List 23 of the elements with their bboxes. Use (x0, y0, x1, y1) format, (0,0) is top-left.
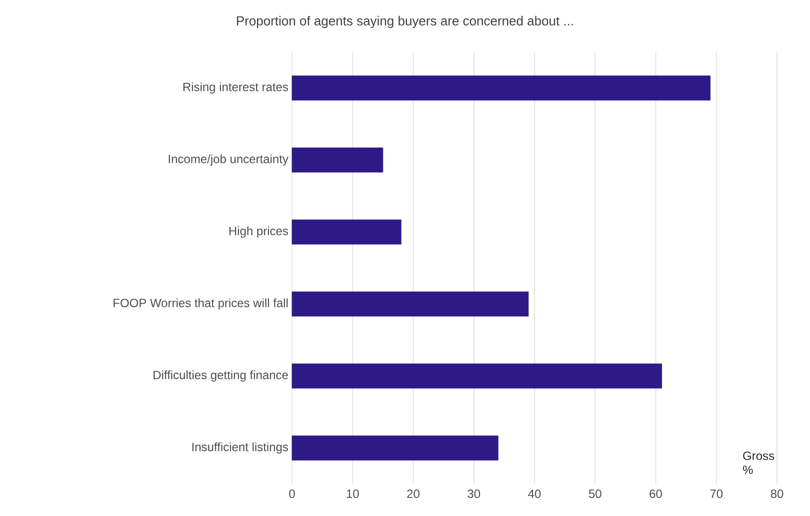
y-tick-label: Insufficient listings (192, 442, 288, 454)
x-tick-label: 0 (289, 490, 295, 498)
y-tick-label: Rising interest rates (183, 82, 288, 94)
bar (292, 76, 711, 100)
bar (292, 292, 529, 316)
x-tick-label: 50 (588, 490, 602, 498)
y-tick-label: Difficulties getting finance (154, 370, 288, 382)
x-axis-title: Gross % (742, 452, 774, 474)
y-tick-label: High prices (229, 226, 288, 238)
x-tick-label: 10 (346, 490, 359, 498)
y-tick-label: Income/job uncertainty (168, 154, 288, 166)
bar (292, 148, 384, 172)
x-tick-label: 80 (770, 490, 784, 498)
y-tick-label: FOOP Worries that prices will fall (114, 298, 288, 310)
bar (292, 436, 498, 460)
x-tick-label: 40 (528, 490, 541, 498)
bar (292, 364, 662, 388)
x-tick-label: 70 (710, 490, 723, 498)
x-tick-label: 30 (468, 490, 480, 498)
chart-title: Proportion of agents saying buyers are concerned about ... (236, 16, 573, 28)
bar (292, 220, 402, 244)
x-tick-label: 20 (407, 490, 420, 498)
x-tick-label: 60 (650, 490, 662, 498)
